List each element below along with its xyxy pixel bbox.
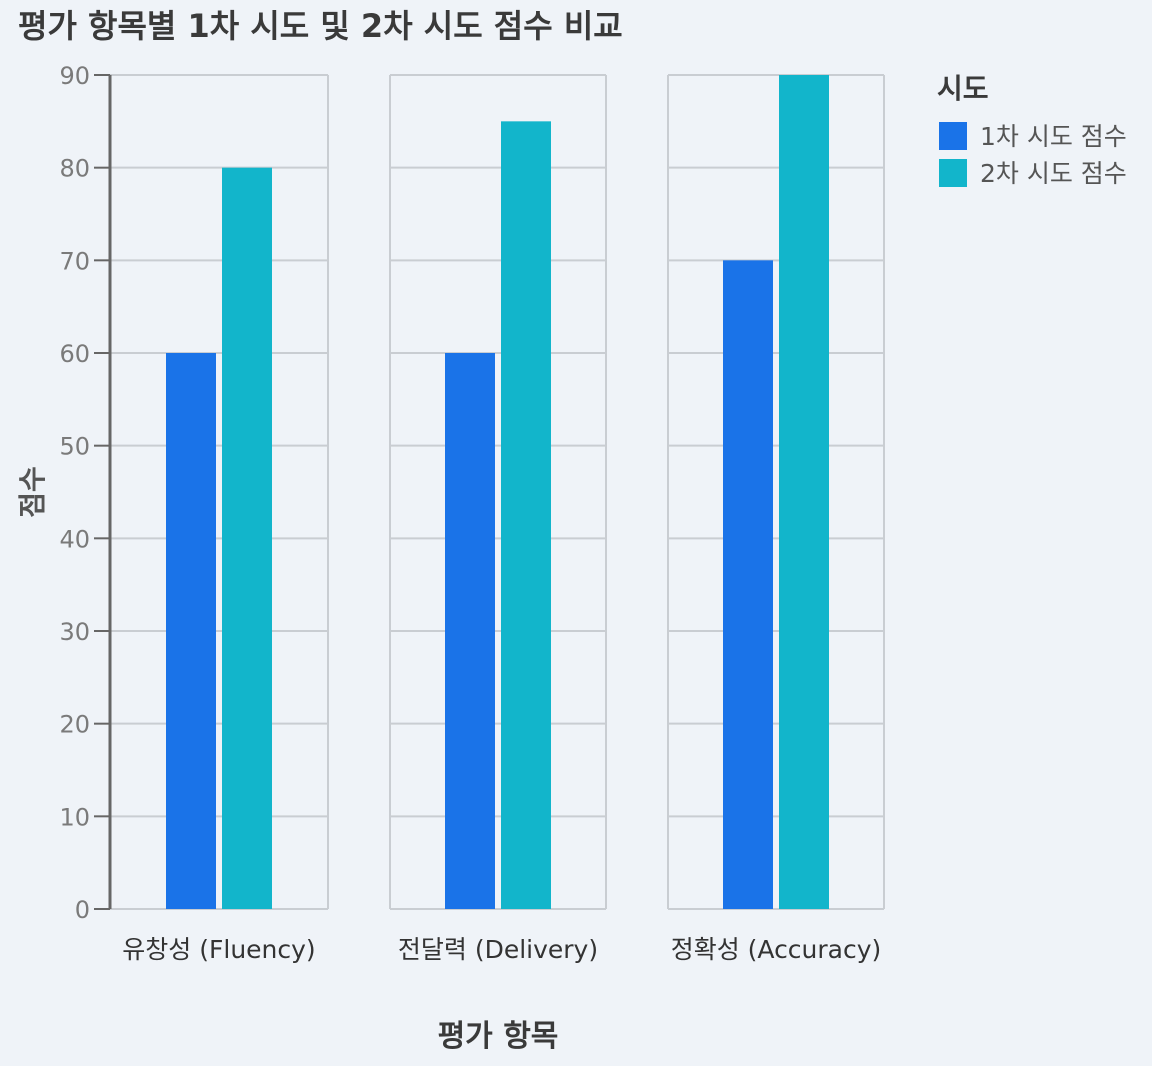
bar-1-2	[445, 353, 495, 909]
y-tick-label: 20	[59, 711, 90, 739]
x-category-labels: 유창성 (Fluency) 전달력 (Delivery) 정확성 (Accuracy…	[122, 935, 881, 964]
bar-2-2	[501, 121, 551, 910]
y-tick-label: 10	[59, 803, 90, 831]
y-axis-title: 점수	[16, 466, 49, 518]
y-tick-label: 70	[59, 247, 90, 275]
y-tick-label: 80	[59, 155, 90, 183]
y-tick-label: 50	[59, 433, 90, 461]
legend-title: 시도	[937, 72, 989, 105]
y-tick-label: 0	[75, 896, 90, 924]
x-category-label: 전달력 (Delivery)	[398, 935, 598, 964]
y-tick-labels: 0 10 20 30 40 50 60 70 80 90	[59, 62, 110, 924]
legend-item-label: 1차 시도 점수	[980, 122, 1127, 151]
legend-swatch	[939, 159, 967, 187]
gridlines	[108, 74, 885, 910]
bar-1-1	[166, 353, 216, 909]
legend-item-label: 2차 시도 점수	[980, 159, 1127, 188]
chart-title: 평가 항목별 1차 시도 및 2차 시도 점수 비교	[18, 7, 623, 45]
bar-1-3	[723, 260, 773, 909]
y-tick-label: 30	[59, 618, 90, 646]
x-category-label: 유창성 (Fluency)	[122, 935, 315, 964]
legend-swatch	[939, 122, 967, 150]
x-category-label: 정확성 (Accuracy)	[671, 935, 882, 964]
y-tick-label: 40	[59, 525, 90, 553]
y-tick-label: 60	[59, 340, 90, 368]
bar-2-1	[222, 167, 272, 909]
legend: 시도 1차 시도 점수 2차 시도 점수	[937, 72, 1127, 188]
bar-2-3	[779, 75, 829, 909]
y-tick-label: 90	[59, 62, 90, 90]
x-axis-title: 평가 항목	[438, 1019, 559, 1054]
bars	[166, 75, 829, 910]
